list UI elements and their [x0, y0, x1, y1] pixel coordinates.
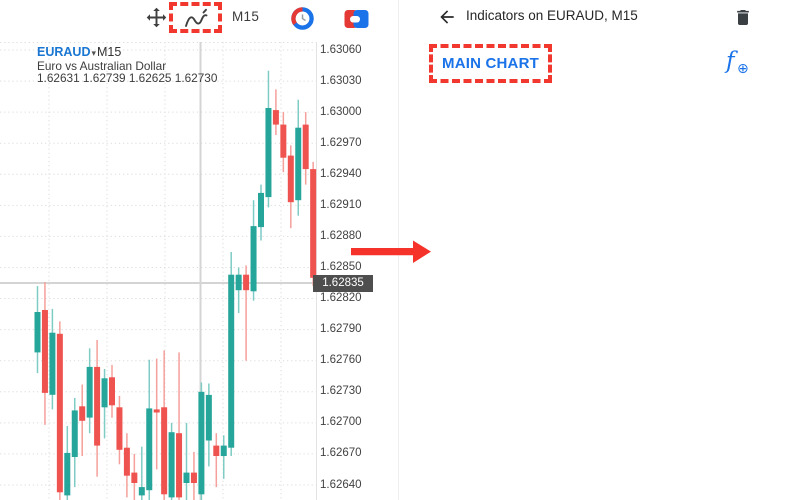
- candle-body: [280, 124, 287, 158]
- price-axis-label: 1.62970: [320, 136, 362, 149]
- candle-body: [116, 407, 123, 450]
- price-axis-label: 1.62820: [320, 292, 362, 305]
- price-axis-label: 1.62700: [320, 416, 362, 429]
- candle-wick: [141, 446, 143, 500]
- candle-body: [235, 274, 242, 291]
- price-axis-label: 1.62640: [320, 478, 362, 491]
- candle-wick: [237, 267, 240, 314]
- candle-body: [56, 333, 63, 493]
- candle-wick: [185, 422, 188, 500]
- main-chart-section-label: MAIN CHART: [442, 55, 539, 72]
- trade-button[interactable]: [344, 9, 369, 34]
- price-axis-label: 1.62790: [320, 323, 362, 336]
- candle-body: [213, 445, 220, 456]
- candle-body: [86, 366, 93, 418]
- annotation-box-indicators: [169, 2, 222, 33]
- candle-wick: [178, 352, 180, 500]
- price-axis-label: 1.62940: [320, 167, 362, 180]
- back-arrow-icon: [437, 10, 457, 31]
- move-icon: [145, 7, 168, 33]
- candle-wick: [223, 435, 225, 479]
- candle-body: [302, 124, 309, 170]
- annotation-box-main-chart: MAIN CHART: [429, 44, 552, 83]
- current-price-tag: 1.62835: [313, 274, 373, 292]
- candle-body: [295, 127, 302, 201]
- candle-body: [183, 472, 190, 483]
- add-indicator-button[interactable]: f ⊕: [726, 48, 749, 76]
- candle-body: [41, 310, 48, 393]
- candle-body: [243, 274, 250, 291]
- price-axis-label: 1.62880: [320, 229, 362, 242]
- trash-icon: [733, 10, 753, 32]
- move-chart-button[interactable]: [145, 6, 168, 34]
- candle-wick: [155, 358, 158, 470]
- candle-body: [49, 332, 56, 395]
- candle-body: [146, 408, 153, 491]
- candle-body: [228, 274, 235, 448]
- candle-body: [310, 169, 317, 278]
- price-axis-label: 1.63030: [320, 74, 362, 87]
- candle-body: [168, 432, 175, 498]
- candle-body: [176, 433, 183, 498]
- candle-body: [123, 447, 130, 476]
- price-axis-label: 1.63000: [320, 105, 362, 118]
- candle-body: [272, 110, 279, 125]
- chart-canvas[interactable]: [0, 0, 398, 500]
- candle-body: [79, 406, 86, 421]
- candle-body: [109, 377, 115, 406]
- price-axis-label: 1.62730: [320, 385, 362, 398]
- function-plus-icon: f: [726, 48, 735, 74]
- candle-body: [287, 155, 294, 203]
- candle-body: [64, 452, 71, 496]
- price-axis-label: 1.62760: [320, 354, 362, 367]
- price-axis-label: 1.62670: [320, 447, 362, 460]
- annotation-arrow-icon: [351, 239, 432, 269]
- candle-body: [265, 108, 272, 198]
- candle-body: [34, 312, 41, 353]
- candle-body: [138, 487, 145, 496]
- candle-body: [258, 192, 264, 228]
- delete-indicators-button[interactable]: [733, 7, 753, 33]
- back-button[interactable]: [437, 7, 457, 32]
- candle-body: [131, 472, 138, 483]
- price-axis-label: 1.62910: [320, 198, 362, 211]
- candle-body: [198, 391, 205, 495]
- candle-body: [101, 378, 108, 408]
- candle-body: [190, 472, 197, 483]
- objects-clock-icon: [291, 7, 314, 34]
- candle-body: [161, 407, 168, 495]
- candle-body: [220, 445, 227, 456]
- panel-title: Indicators on EURAUD, M15: [466, 8, 638, 23]
- order-buttons-icon: [344, 10, 369, 33]
- chart-pane: M15 EURAUD▾: [0, 0, 398, 500]
- candle-wick: [215, 433, 218, 488]
- price-axis-label: 1.62850: [320, 261, 362, 273]
- candle-body: [205, 394, 212, 441]
- candle-body: [94, 366, 101, 446]
- candle-body: [153, 409, 160, 413]
- candle-body: [71, 410, 78, 457]
- candle-body: [250, 226, 257, 292]
- candle-wick: [245, 265, 247, 361]
- timeframe-button[interactable]: M15: [232, 9, 260, 24]
- objects-button[interactable]: [291, 7, 314, 35]
- price-axis-label: 1.63060: [320, 43, 362, 56]
